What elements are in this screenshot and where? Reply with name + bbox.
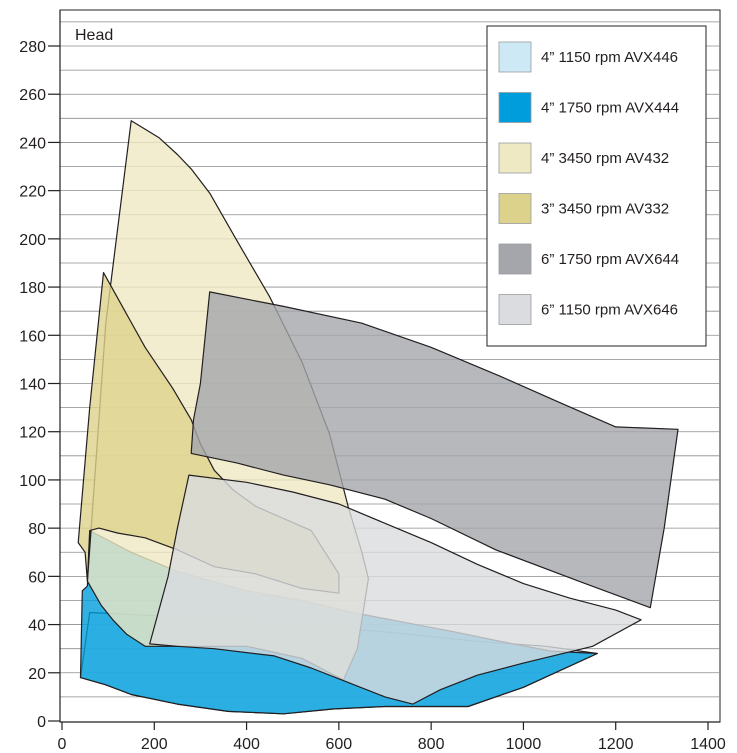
x-tick-label: 400 (233, 736, 260, 753)
x-tick-label: 1200 (598, 736, 634, 753)
y-tick-label: 0 (37, 714, 46, 731)
x-tick-label: 1400 (690, 736, 726, 753)
y-tick-label: 80 (28, 521, 46, 538)
x-tick-label: 200 (141, 736, 168, 753)
x-tick-label: 600 (326, 736, 353, 753)
y-tick-label: 60 (28, 569, 46, 586)
y-tick-label: 40 (28, 618, 46, 635)
legend-label-6-1150-rpm-avx646: 6” 1150 rpm AVX646 (541, 302, 678, 319)
y-tick-label: 200 (19, 232, 46, 249)
y-axis-label: Head (75, 27, 113, 44)
y-tick-label: 20 (28, 666, 46, 683)
y-tick-label: 100 (19, 473, 46, 490)
x-tick-label: 0 (58, 736, 67, 753)
legend-swatch-3-3450-rpm-av332 (499, 194, 531, 224)
x-tick-label: 1000 (506, 736, 542, 753)
legend-label-3-3450-rpm-av332: 3” 3450 rpm AV332 (541, 201, 669, 218)
y-tick-label: 120 (19, 425, 46, 442)
legend-label-4-1150-rpm-avx446: 4” 1150 rpm AVX446 (541, 49, 678, 66)
legend-label-4-3450-rpm-av432: 4” 3450 rpm AV432 (541, 150, 669, 167)
y-tick-label: 240 (19, 135, 46, 152)
legend-swatch-4-1150-rpm-avx446 (499, 42, 531, 72)
legend-label-6-1750-rpm-avx644: 6” 1750 rpm AVX644 (541, 251, 679, 268)
legend-swatch-4-1750-rpm-avx444 (499, 93, 531, 123)
y-tick-label: 160 (19, 328, 46, 345)
y-tick-label: 260 (19, 87, 46, 104)
legend-swatch-6-1750-rpm-avx644 (499, 244, 531, 274)
legend-swatch-6-1150-rpm-avx646 (499, 295, 531, 325)
y-tick-label: 140 (19, 377, 46, 394)
legend: 4” 1150 rpm AVX446 4” 1750 rpm AVX444 4” 3… (487, 26, 706, 346)
legend-swatch-4-3450-rpm-av432 (499, 143, 531, 173)
y-tick-label: 280 (19, 39, 46, 56)
x-tick-label: 800 (418, 736, 445, 753)
y-tick-label: 180 (19, 280, 46, 297)
y-tick-label: 220 (19, 184, 46, 201)
legend-label-4-1750-rpm-avx444: 4” 1750 rpm AVX444 (541, 100, 679, 117)
